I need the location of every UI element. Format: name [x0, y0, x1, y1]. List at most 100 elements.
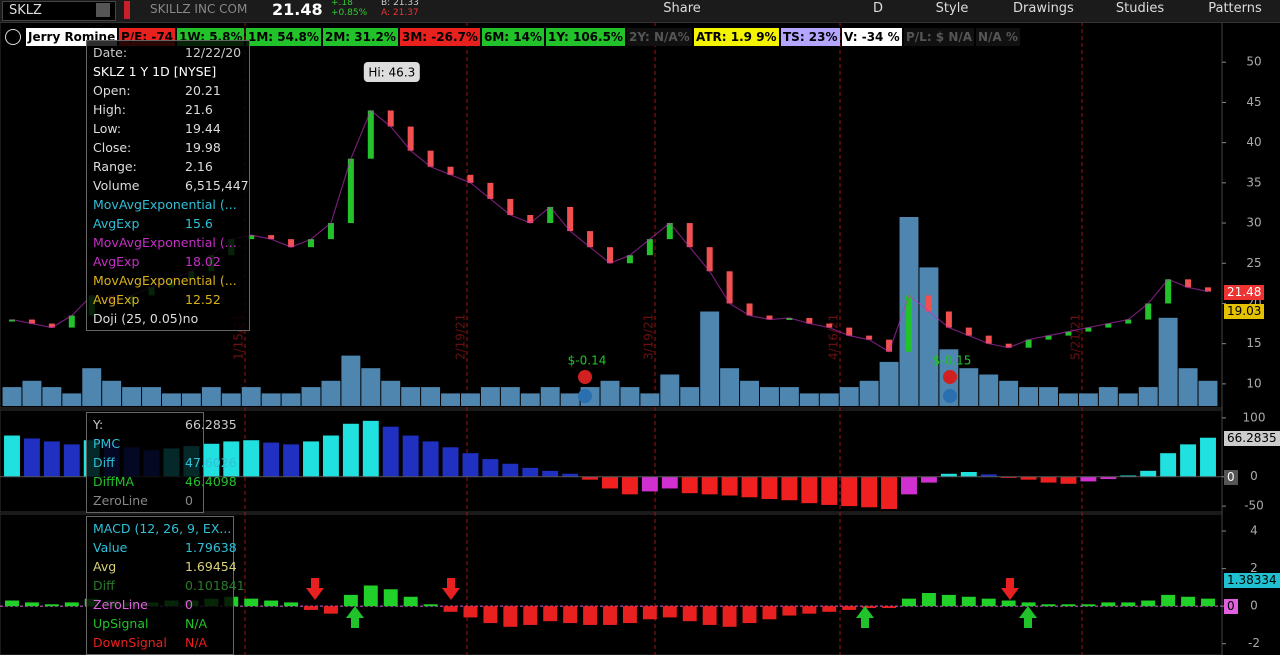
toolbar-button[interactable]: D — [872, 1, 883, 16]
toolbar-button[interactable]: Patterns — [1208, 1, 1262, 16]
y-tick-label: 35 — [1246, 175, 1261, 189]
pmc-bar — [322, 435, 339, 477]
volume-bar — [660, 374, 680, 406]
date-label: 3/19/21 — [642, 314, 656, 360]
y-tick-label: 0 — [1250, 469, 1258, 483]
pmc-last-label: 66.2835 — [1224, 430, 1280, 446]
pmc-bar — [980, 474, 997, 477]
candle — [567, 206, 574, 232]
signal-arrow — [1019, 606, 1037, 628]
candle — [48, 323, 55, 328]
info-row: Low: 19.44 — [93, 119, 243, 138]
volume-bar — [441, 393, 460, 406]
volume-bar — [1039, 387, 1058, 406]
symbol: SKLZ — [9, 3, 42, 18]
macd-bar — [1061, 604, 1076, 607]
change: +.18 +0.85% — [331, 0, 367, 18]
info-value: 0 — [185, 493, 193, 508]
pmc-bar — [582, 476, 599, 480]
pmc-bar — [203, 443, 220, 477]
candle — [9, 319, 15, 322]
macd-bar — [642, 606, 657, 620]
pmc-zero-label: 0 — [1224, 469, 1238, 485]
info-row: SKLZ 1 Y 1D [NYSE] — [93, 62, 243, 81]
date-label: 4/16/21 — [827, 314, 841, 360]
last-price-label: 21.48 — [1224, 284, 1265, 300]
dividend-icon — [943, 370, 957, 384]
macd-bar — [284, 602, 299, 607]
volume-bar — [640, 393, 660, 406]
info-row: DiffMA 46.4098 — [93, 472, 237, 491]
dropdown[interactable] — [96, 3, 110, 17]
pmc-bar — [382, 426, 399, 477]
candle — [1165, 279, 1172, 304]
candle — [327, 223, 334, 240]
pmc-bar — [63, 444, 80, 477]
macd-bar — [463, 606, 478, 618]
info-value: 0 — [185, 597, 193, 612]
toolbar-button[interactable]: Studies — [1115, 1, 1165, 16]
pmc-bar — [402, 435, 419, 477]
company: SKILLZ INC COM — [150, 2, 248, 16]
macd-bar — [383, 589, 398, 607]
info-row: ZeroLine 0 — [93, 595, 227, 614]
volume-bar — [1178, 368, 1198, 406]
info-box: Date: 12/22/20 SKLZ 1 Y 1D [NYSE] Open: 20.2… — [86, 40, 250, 331]
macd-bar — [862, 606, 877, 609]
toolbar-button[interactable]: Share — [663, 1, 701, 16]
volume-bar — [62, 393, 82, 406]
pmc-bar — [1200, 437, 1216, 477]
candle — [68, 315, 75, 328]
pmc-bar — [1180, 444, 1197, 477]
signal-arrow — [442, 578, 460, 600]
macd-bar — [323, 606, 338, 614]
pmc-bar — [342, 423, 359, 477]
macd-bar — [702, 606, 717, 625]
candle — [1145, 303, 1152, 320]
info-value: no — [182, 311, 199, 326]
macd-last-label: 1.38334 — [1224, 573, 1280, 589]
candle — [1085, 327, 1092, 332]
volume-bar — [461, 393, 480, 406]
info-label: UpSignal — [93, 616, 149, 631]
pmc-bar — [462, 453, 479, 477]
info-row: ZeroLine 0 — [93, 491, 197, 510]
candle — [487, 182, 494, 199]
y-tick-label: 50 — [1246, 55, 1261, 69]
macd-bar — [662, 606, 677, 618]
volume-bar — [82, 368, 102, 406]
info-value: 20.21 — [185, 83, 221, 98]
macd-bar — [523, 606, 538, 625]
toolbar-button[interactable]: Style — [935, 1, 969, 16]
macd-bar — [1121, 602, 1136, 607]
y-tick-label: 2 — [1250, 561, 1258, 575]
candle — [1065, 331, 1072, 336]
volume-bar — [1078, 393, 1098, 406]
candle — [1105, 323, 1112, 328]
macd-bar — [443, 606, 458, 612]
y-tick-label: 15 — [1246, 336, 1261, 350]
pmc-bar — [661, 476, 678, 489]
volume-bar — [740, 380, 759, 406]
info-row: MovAvgExponential (... — [93, 195, 243, 214]
macd-bar — [682, 606, 697, 622]
info-row: DownSignal N/A — [93, 633, 227, 652]
macd-bar — [742, 606, 757, 624]
macd-bar — [1181, 596, 1196, 607]
symbol-box[interactable]: SKLZ — [2, 1, 116, 21]
candle — [367, 110, 374, 159]
volume-bar — [102, 380, 122, 406]
macd-bar — [802, 606, 817, 614]
info-label: MovAvgExponential (... — [93, 235, 237, 250]
candle — [906, 295, 912, 352]
volume-bar — [22, 380, 42, 406]
info-row: PMC — [93, 434, 197, 453]
macd-bar — [941, 594, 956, 607]
macd-bar — [1201, 598, 1215, 607]
toolbar-button[interactable]: Drawings — [1013, 1, 1074, 16]
volume-bar — [361, 368, 381, 406]
macd-bar — [1081, 604, 1096, 607]
macd-bar — [304, 606, 318, 610]
pmc-bar — [940, 473, 957, 477]
info-label: Diff — [93, 578, 115, 593]
